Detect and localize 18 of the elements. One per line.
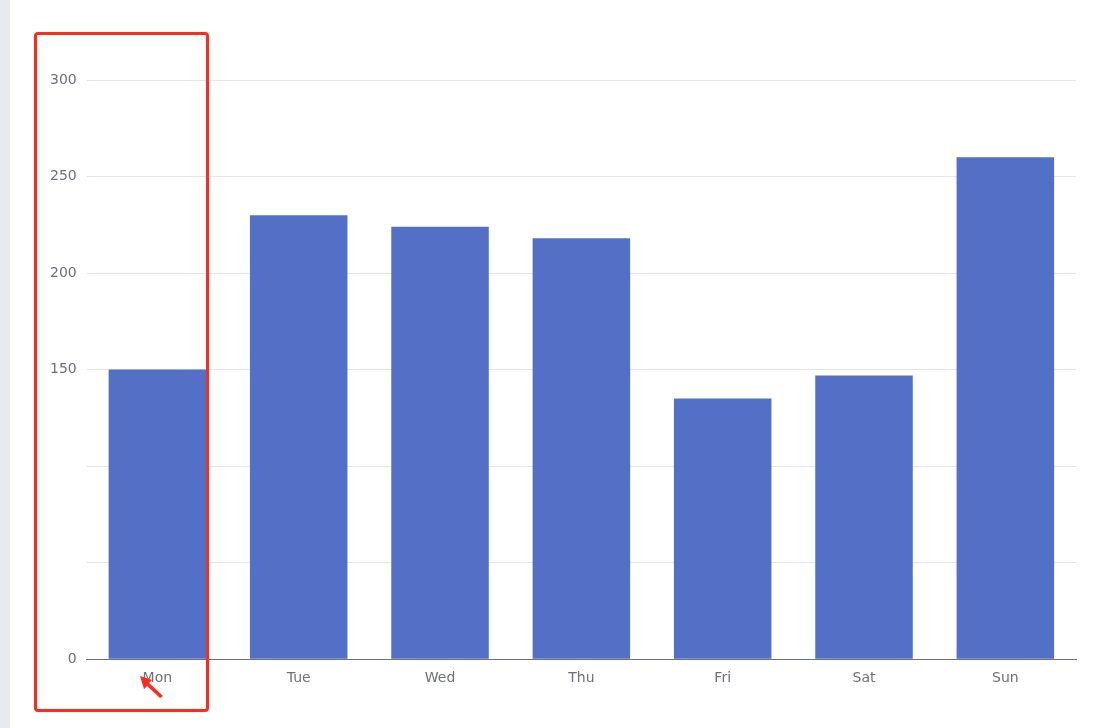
bar bbox=[673, 398, 772, 659]
y-tick-label: 200 bbox=[49, 263, 77, 280]
x-tick-label: Sat bbox=[852, 669, 876, 686]
x-tick-label: Fri bbox=[714, 669, 732, 686]
y-tick-label: 0 bbox=[67, 649, 77, 666]
bar bbox=[391, 226, 489, 659]
x-tick-label: Tue bbox=[285, 669, 311, 686]
bar bbox=[956, 157, 1055, 659]
bar bbox=[532, 238, 631, 659]
x-tick-label: Wed bbox=[424, 669, 456, 686]
y-tick-label: 250 bbox=[49, 167, 77, 184]
y-tick-label: 150 bbox=[49, 360, 77, 377]
x-tick-label: Sun bbox=[992, 669, 1019, 686]
y-tick-label: 300 bbox=[49, 70, 77, 87]
bar bbox=[815, 375, 913, 659]
bar bbox=[108, 369, 207, 659]
x-tick-label: Thu bbox=[567, 669, 595, 686]
bar bbox=[249, 215, 348, 659]
